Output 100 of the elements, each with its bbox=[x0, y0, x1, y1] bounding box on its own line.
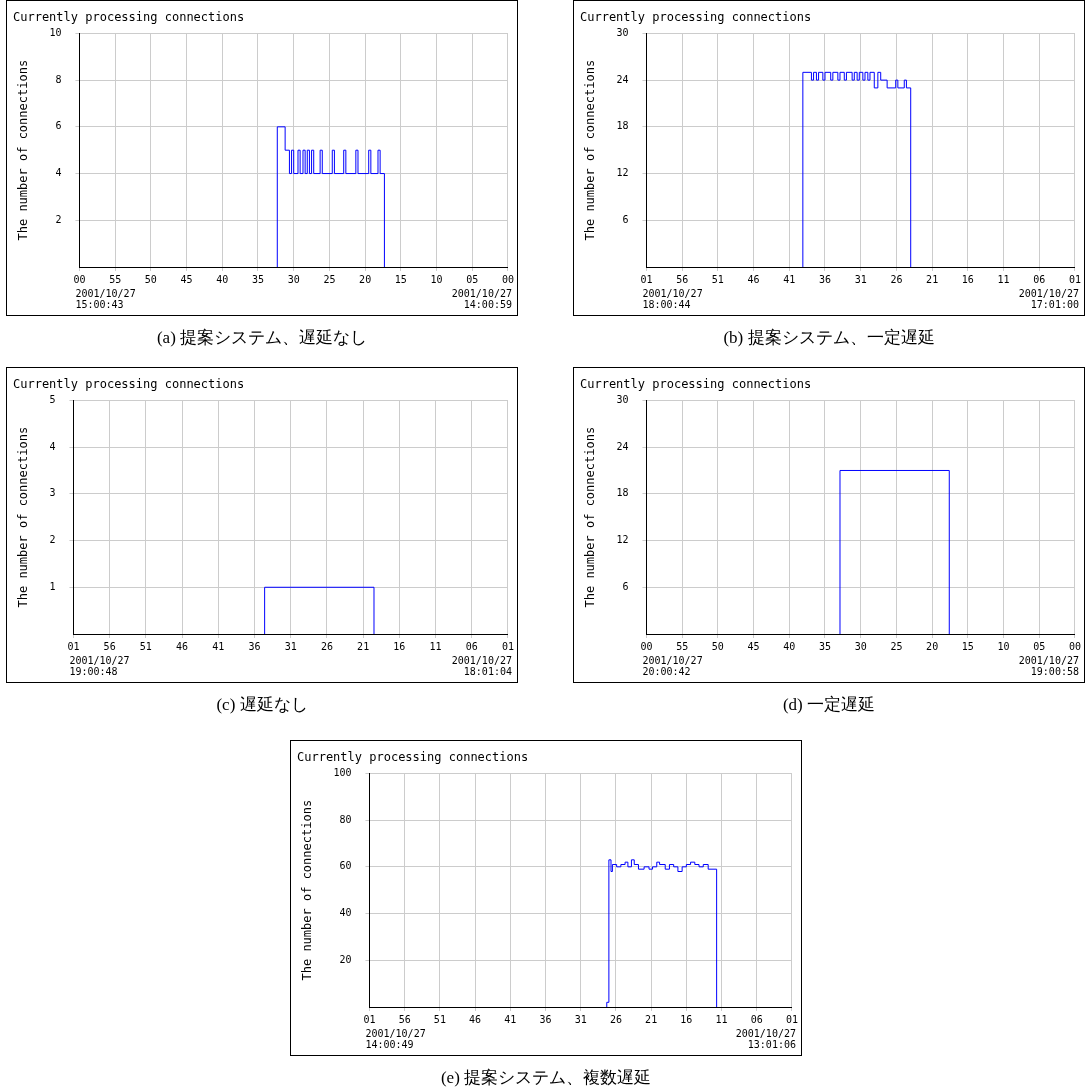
x-tick-label: 16 bbox=[961, 273, 974, 285]
x-tick-label: 26 bbox=[320, 640, 333, 652]
x-tick-label: 00 bbox=[1068, 640, 1081, 652]
x-tick-label: 05 bbox=[1033, 640, 1046, 652]
y-tick-label: 10 bbox=[49, 26, 62, 38]
y-tick-label: 2 bbox=[49, 534, 56, 546]
x-tick-label: 26 bbox=[609, 1013, 622, 1025]
chart-title: Currently processing connections bbox=[297, 750, 529, 765]
x-tick-label: 50 bbox=[711, 640, 724, 652]
x-tick-label: 10 bbox=[997, 640, 1010, 652]
x-tick-label: 31 bbox=[854, 273, 867, 285]
x-tick-label: 45 bbox=[747, 640, 760, 652]
y-tick-label: 6 bbox=[622, 580, 629, 592]
x-tick-label: 06 bbox=[750, 1013, 763, 1025]
x-tick-label: 01 bbox=[1068, 273, 1081, 285]
text: 2001/10/27 13:01:06 bbox=[735, 1027, 796, 1050]
text: 2001/10/27 14:00:59 bbox=[451, 287, 512, 310]
y-tick-label: 6 bbox=[55, 120, 62, 132]
text: (d) 一定遅延 bbox=[781, 694, 877, 716]
y-tick-label: 40 bbox=[339, 907, 352, 919]
y-axis-title: The number of connections bbox=[16, 426, 31, 608]
text: 2001/10/27 18:00:44 bbox=[642, 287, 703, 310]
x-tick-label: 01 bbox=[363, 1013, 376, 1025]
x-tick-label: 40 bbox=[216, 273, 229, 285]
y-tick-label: 80 bbox=[339, 813, 352, 825]
y-tick-label: 3 bbox=[49, 487, 56, 499]
x-tick-label: 51 bbox=[711, 273, 724, 285]
text: (e) 提案システム、複数遅延 bbox=[439, 1067, 653, 1089]
x-tick-label: 51 bbox=[433, 1013, 446, 1025]
x-tick-label: 25 bbox=[323, 273, 336, 285]
x-tick-label: 01 bbox=[501, 640, 514, 652]
y-tick-label: 24 bbox=[616, 440, 629, 452]
x-tick-label: 11 bbox=[715, 1013, 728, 1025]
x-tick-label: 25 bbox=[890, 640, 903, 652]
y-tick-label: 30 bbox=[616, 393, 629, 405]
x-tick-label: 21 bbox=[357, 640, 370, 652]
x-tick-label: 11 bbox=[997, 273, 1010, 285]
x-tick-label: 06 bbox=[1033, 273, 1046, 285]
x-tick-label: 05 bbox=[466, 273, 479, 285]
y-tick-label: 60 bbox=[339, 860, 352, 872]
x-tick-label: 41 bbox=[212, 640, 225, 652]
x-tick-label: 30 bbox=[287, 273, 300, 285]
x-tick-label: 11 bbox=[429, 640, 442, 652]
x-tick-label: 36 bbox=[539, 1013, 552, 1025]
chart-title: Currently processing connections bbox=[13, 10, 245, 25]
x-tick-label: 56 bbox=[676, 273, 689, 285]
y-tick-label: 6 bbox=[622, 213, 629, 225]
y-tick-label: 5 bbox=[49, 393, 56, 405]
text: (a) 提案システム、遅延なし bbox=[155, 327, 369, 349]
x-tick-label: 50 bbox=[144, 273, 157, 285]
text: (c) 遅延なし bbox=[215, 694, 309, 716]
x-tick-label: 55 bbox=[109, 273, 122, 285]
x-tick-label: 35 bbox=[818, 640, 832, 652]
x-tick-label: 36 bbox=[248, 640, 261, 652]
x-tick-label: 35 bbox=[251, 273, 265, 285]
x-tick-label: 00 bbox=[501, 273, 514, 285]
y-tick-label: 2 bbox=[55, 213, 62, 225]
y-axis-title: The number of connections bbox=[300, 799, 315, 981]
y-tick-label: 8 bbox=[55, 73, 62, 85]
y-tick-label: 20 bbox=[339, 953, 352, 965]
x-tick-label: 31 bbox=[284, 640, 297, 652]
x-tick-label: 26 bbox=[890, 273, 903, 285]
x-tick-label: 01 bbox=[640, 273, 653, 285]
y-axis-title: The number of connections bbox=[583, 426, 598, 608]
x-tick-label: 40 bbox=[783, 640, 796, 652]
y-tick-label: 24 bbox=[616, 73, 629, 85]
x-tick-label: 21 bbox=[645, 1013, 658, 1025]
y-axis-title: The number of connections bbox=[583, 59, 598, 241]
x-tick-label: 31 bbox=[574, 1013, 587, 1025]
y-tick-label: 4 bbox=[49, 440, 56, 452]
chart-title: Currently processing connections bbox=[580, 10, 812, 25]
y-tick-label: 12 bbox=[616, 167, 629, 179]
x-tick-label: 16 bbox=[680, 1013, 693, 1025]
text: 2001/10/27 14:00:49 bbox=[365, 1027, 426, 1050]
y-tick-label: 100 bbox=[333, 766, 352, 778]
x-tick-label: 15 bbox=[961, 640, 974, 652]
y-axis-title: The number of connections bbox=[16, 59, 31, 241]
x-tick-label: 10 bbox=[430, 273, 443, 285]
x-tick-label: 41 bbox=[783, 273, 796, 285]
x-tick-label: 16 bbox=[393, 640, 406, 652]
x-tick-label: 55 bbox=[676, 640, 689, 652]
x-tick-label: 00 bbox=[640, 640, 653, 652]
y-tick-label: 4 bbox=[55, 167, 62, 179]
chart-title: Currently processing connections bbox=[580, 377, 812, 392]
x-tick-label: 45 bbox=[180, 273, 193, 285]
x-tick-label: 36 bbox=[818, 273, 832, 285]
x-tick-label: 20 bbox=[359, 273, 372, 285]
x-tick-label: 00 bbox=[73, 273, 86, 285]
y-tick-label: 1 bbox=[49, 580, 56, 592]
text: 2001/10/27 18:01:04 bbox=[451, 654, 512, 677]
x-tick-label: 21 bbox=[926, 273, 939, 285]
x-tick-label: 56 bbox=[398, 1013, 411, 1025]
x-tick-label: 01 bbox=[67, 640, 80, 652]
y-tick-label: 18 bbox=[616, 487, 629, 499]
x-tick-label: 46 bbox=[747, 273, 760, 285]
x-tick-label: 06 bbox=[465, 640, 478, 652]
text: 2001/10/27 19:00:48 bbox=[69, 654, 130, 677]
y-tick-label: 30 bbox=[616, 26, 629, 38]
x-tick-label: 20 bbox=[926, 640, 939, 652]
y-tick-label: 12 bbox=[616, 534, 629, 546]
